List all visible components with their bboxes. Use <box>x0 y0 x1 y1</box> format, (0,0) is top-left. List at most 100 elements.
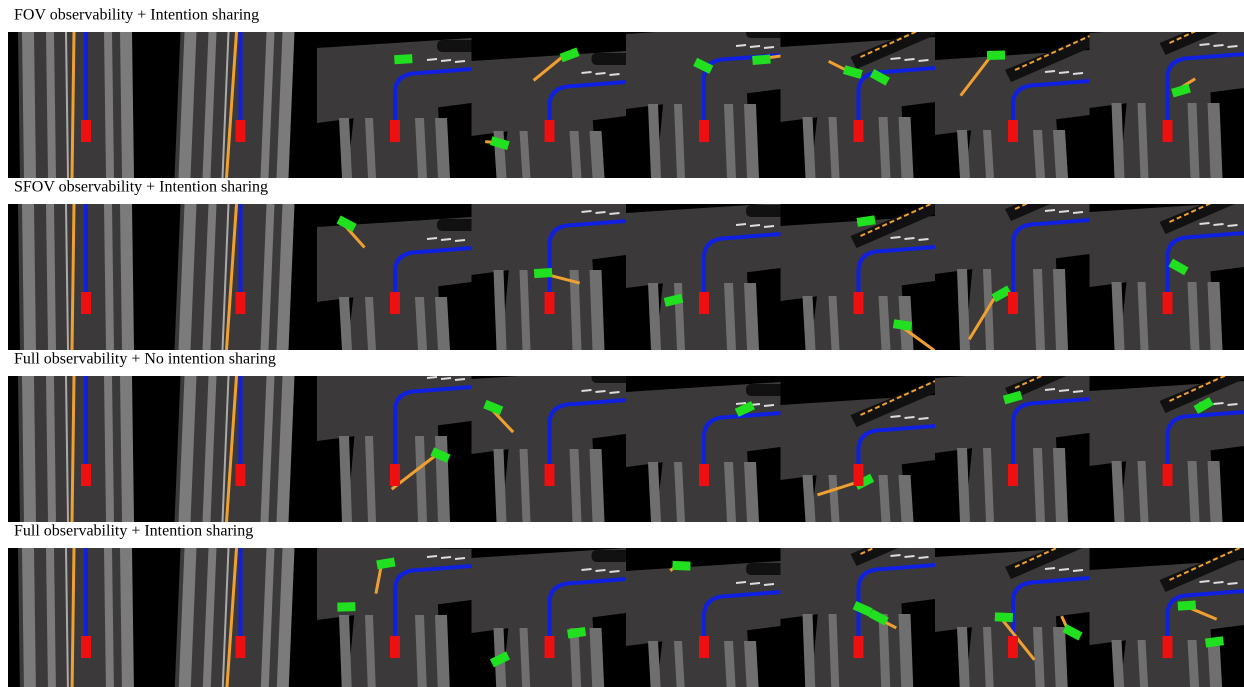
lane-stripe <box>802 117 816 178</box>
ego-path <box>702 411 781 464</box>
dash <box>1213 402 1224 405</box>
lane-stripe <box>957 448 970 522</box>
ego-path <box>856 424 935 464</box>
dark-car <box>591 376 626 383</box>
agent-car <box>336 215 357 232</box>
ego-car <box>853 464 864 486</box>
lane-stripe <box>648 462 661 522</box>
ego-car <box>390 636 400 658</box>
ego-car <box>853 292 864 314</box>
panel <box>471 32 626 178</box>
dash <box>1199 222 1210 225</box>
agent-car <box>1062 624 1083 641</box>
dash <box>1213 223 1224 226</box>
trajectory <box>70 548 76 687</box>
dark-car <box>591 53 626 65</box>
dash <box>1213 44 1224 47</box>
lane-stripe <box>1137 103 1149 178</box>
dash <box>1213 581 1224 584</box>
lane-stripe <box>104 204 114 350</box>
panel <box>935 548 1090 687</box>
lane-stripe <box>674 641 685 687</box>
dash <box>1072 72 1084 75</box>
agent-car <box>483 399 504 416</box>
trajectory <box>532 53 567 82</box>
lane-stripe <box>46 548 56 687</box>
lane-stripe <box>202 548 217 687</box>
lane-stripe <box>104 32 114 178</box>
agent-car <box>1168 258 1189 276</box>
lane-stripe <box>898 117 914 178</box>
dash <box>918 556 929 559</box>
agent-car <box>986 50 1006 61</box>
lane-stripe <box>1033 627 1045 687</box>
lane-stripe <box>828 296 840 350</box>
trajectory <box>860 204 934 237</box>
lane-stripe <box>104 548 114 687</box>
dark-car <box>746 563 781 575</box>
dark-car <box>746 384 781 396</box>
trajectory <box>860 380 935 416</box>
dark-car <box>437 358 477 370</box>
agent-car <box>994 612 1014 623</box>
lane-stripe <box>120 204 134 350</box>
dash <box>735 581 747 584</box>
dash <box>440 377 452 380</box>
lane-stripe <box>744 641 759 687</box>
agent-car <box>693 57 714 74</box>
ego-path <box>702 53 781 120</box>
dark-car <box>1005 35 1090 82</box>
ego-car <box>1162 464 1173 486</box>
dash <box>1058 71 1070 74</box>
trajectory <box>959 53 994 97</box>
ego-path <box>856 563 935 636</box>
dash <box>1227 582 1238 585</box>
panel <box>317 204 472 350</box>
lane-divider <box>221 548 230 687</box>
agent-car <box>842 65 863 79</box>
agent-car <box>892 319 912 331</box>
lane-divider <box>221 32 230 178</box>
lane-stripe <box>674 462 685 522</box>
agent-car <box>869 69 890 86</box>
lane-stripe <box>744 462 759 522</box>
dash <box>440 556 452 559</box>
lane-divider <box>65 204 69 350</box>
lane-stripe <box>276 204 295 350</box>
dark-car <box>1159 548 1244 592</box>
row-title: Full observability + No intention sharin… <box>14 351 276 368</box>
lane-stripe <box>276 548 295 687</box>
lane-stripe <box>22 32 36 178</box>
panel <box>935 32 1090 178</box>
agent-car <box>430 447 451 463</box>
dark-car <box>591 550 626 562</box>
ego-car <box>1008 120 1018 142</box>
dash <box>609 570 620 573</box>
dash <box>581 210 592 213</box>
dash <box>749 45 761 48</box>
dark-car <box>746 32 781 38</box>
ego-car <box>853 636 864 658</box>
lane-divider <box>65 548 69 687</box>
dash <box>1044 567 1056 570</box>
lane-stripe <box>365 615 376 687</box>
dark-car <box>592 192 632 204</box>
ego-car <box>853 120 864 142</box>
lane-stripe <box>178 376 197 522</box>
lane-stripe <box>260 548 275 687</box>
dash <box>890 554 901 557</box>
lane-stripe <box>878 614 891 687</box>
dash <box>890 415 901 418</box>
ego-car <box>699 636 709 658</box>
lane-stripe <box>1111 282 1125 350</box>
agent-car <box>663 293 684 307</box>
ego-car <box>544 636 555 658</box>
row-title: FOV observability + Intention sharing <box>14 7 259 24</box>
agent-car <box>991 285 1012 303</box>
trajectory <box>860 32 918 58</box>
panel <box>8 376 163 522</box>
dash <box>454 60 466 63</box>
lane-stripe <box>22 376 36 522</box>
lane-stripe <box>1111 103 1125 178</box>
